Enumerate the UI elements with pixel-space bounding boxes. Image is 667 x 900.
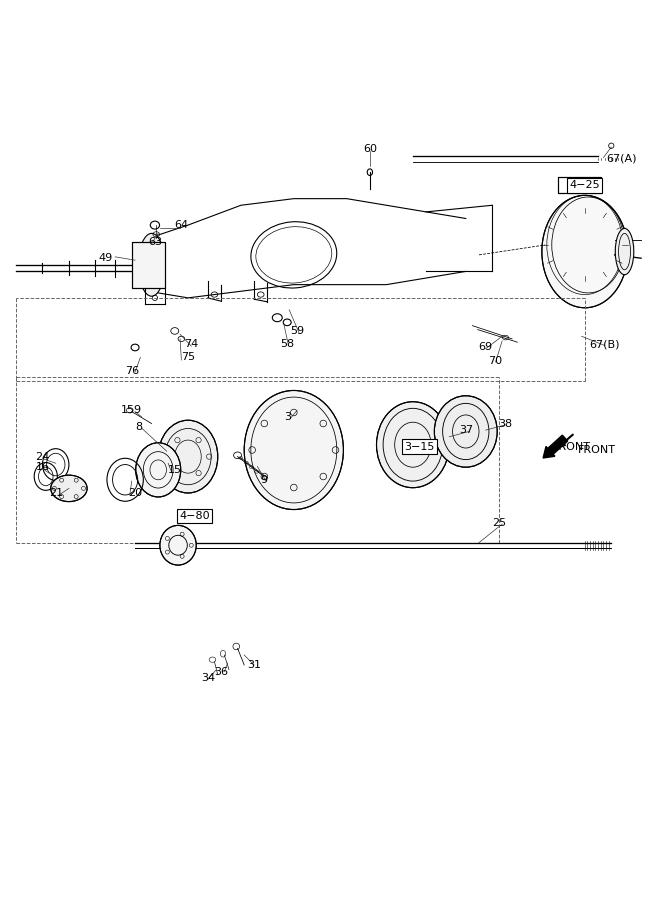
Text: 59: 59 — [290, 326, 304, 336]
Text: 37: 37 — [459, 425, 473, 436]
Text: 74: 74 — [184, 339, 198, 349]
Text: 16: 16 — [35, 462, 49, 472]
Ellipse shape — [244, 391, 344, 509]
Text: 8: 8 — [135, 422, 142, 432]
Text: 15: 15 — [168, 464, 181, 475]
Text: 76: 76 — [125, 365, 139, 375]
Text: 34: 34 — [201, 673, 215, 683]
Text: 67(A): 67(A) — [606, 154, 636, 164]
Ellipse shape — [135, 443, 181, 497]
Text: 3−15: 3−15 — [404, 442, 435, 452]
FancyArrow shape — [543, 436, 568, 458]
Ellipse shape — [542, 195, 628, 308]
Text: 58: 58 — [280, 339, 294, 349]
Ellipse shape — [615, 229, 634, 274]
Text: 25: 25 — [492, 518, 506, 527]
Text: 38: 38 — [498, 418, 512, 428]
Bar — [558, 177, 602, 194]
Text: FRONT: FRONT — [553, 442, 590, 452]
Ellipse shape — [138, 233, 165, 296]
Text: 63: 63 — [148, 237, 162, 247]
Bar — [132, 241, 165, 288]
Bar — [558, 177, 602, 194]
Text: 159: 159 — [121, 405, 142, 415]
Text: 9: 9 — [261, 475, 267, 485]
Ellipse shape — [51, 475, 87, 501]
Text: 49: 49 — [98, 253, 113, 263]
Ellipse shape — [376, 401, 450, 488]
Text: 21: 21 — [49, 488, 63, 498]
Bar — [132, 241, 165, 288]
Ellipse shape — [160, 526, 196, 565]
Text: 36: 36 — [214, 667, 228, 677]
Text: 60: 60 — [363, 144, 377, 154]
Text: 64: 64 — [174, 220, 189, 230]
Text: 70: 70 — [488, 356, 503, 365]
Text: 31: 31 — [247, 660, 261, 670]
Text: 4−80: 4−80 — [179, 511, 210, 521]
Text: 4−25: 4−25 — [570, 180, 600, 191]
Text: 67(B): 67(B) — [590, 339, 620, 349]
Text: 69: 69 — [478, 343, 493, 353]
Text: 20: 20 — [128, 488, 142, 498]
Ellipse shape — [434, 396, 497, 467]
Text: FRONT: FRONT — [578, 445, 616, 455]
Text: 24: 24 — [35, 452, 49, 462]
Text: 3: 3 — [283, 412, 291, 422]
Ellipse shape — [158, 420, 217, 493]
Text: 75: 75 — [181, 353, 195, 363]
